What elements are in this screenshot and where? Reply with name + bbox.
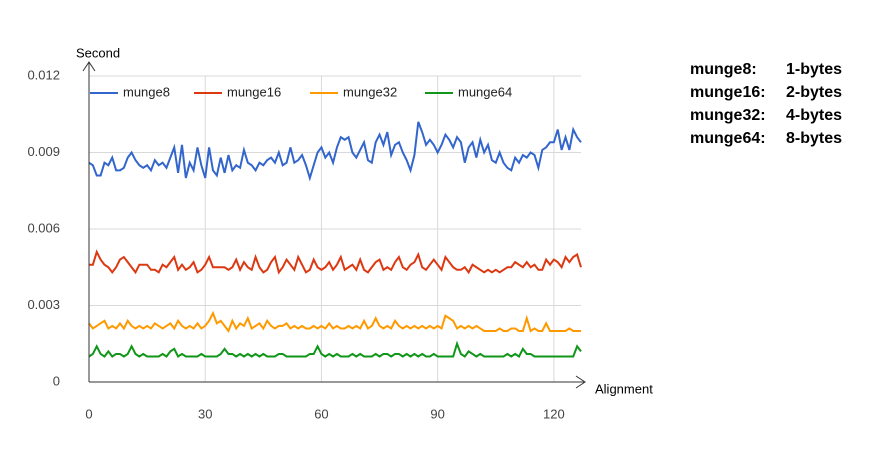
legend-label: munge64 [458, 84, 512, 99]
x-axis-arrow [575, 375, 586, 389]
note-text: 2-bytes [786, 84, 842, 101]
y-tick-label: 0.006 [27, 220, 60, 235]
x-tick-label: 60 [314, 406, 328, 421]
y-tick-label: 0.003 [27, 297, 60, 312]
x-axis-label: Alignment [595, 381, 653, 396]
note-name: munge32: [690, 107, 766, 124]
series-line [88, 310, 581, 334]
grid [88, 75, 581, 383]
x-tick-label: 90 [430, 406, 444, 421]
y-axis-arrow [82, 61, 96, 72]
series-line [88, 340, 582, 358]
legend: munge8 munge16 munge32 munge64 [90, 84, 512, 99]
series-line [88, 121, 582, 182]
x-tick-label: 30 [198, 406, 212, 421]
y-tick-label: 0.009 [27, 144, 60, 159]
legend-label: munge16 [227, 84, 281, 99]
note-name: munge8: [690, 61, 757, 78]
note-text: 8-bytes [786, 130, 842, 147]
note-text: 4-bytes [786, 107, 842, 124]
x-tick-label: 120 [543, 406, 565, 421]
note-name: munge16: [690, 84, 766, 101]
note-text: 1-bytes [786, 61, 842, 78]
series-line [89, 249, 582, 275]
legend-label: munge8 [123, 84, 170, 99]
y-tick-label: 0.012 [27, 67, 60, 82]
note-name: munge64: [690, 130, 766, 147]
legend-label: munge32 [343, 84, 397, 99]
x-tick-label: 0 [85, 406, 92, 421]
notes: munge8: 1-bytes munge16: 2-bytes munge32: 4-b… [690, 61, 842, 147]
y-axis-label: Second [76, 45, 120, 60]
lines [88, 121, 582, 358]
y-tick-label: 0 [53, 373, 60, 388]
